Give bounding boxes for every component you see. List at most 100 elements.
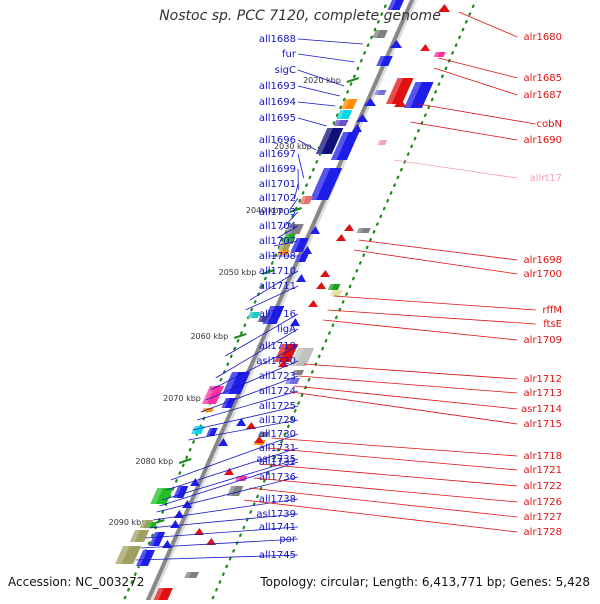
right-gene-connector (260, 464, 517, 486)
left-gene-connector (298, 154, 304, 178)
gene-block (377, 140, 387, 145)
left-gene-label: all1738 (259, 494, 296, 505)
kbp-tick-label: 2070 kbp (163, 394, 201, 403)
gene-arrow (296, 274, 306, 282)
right-gene-connector (323, 320, 517, 340)
left-gene-connector (210, 346, 298, 390)
left-gene-label: all1708 (259, 251, 296, 262)
gene-arrow (336, 234, 346, 241)
left-gene-label: ligA (277, 324, 296, 335)
right-gene-label: alr1721 (524, 465, 562, 476)
right-gene-connector (434, 68, 517, 95)
gene-block (334, 120, 349, 126)
gene-block (330, 290, 343, 296)
left-gene-label: all1699 (259, 164, 296, 175)
right-gene-label: alr1698 (524, 255, 562, 266)
left-gene-label: all1695 (259, 113, 296, 124)
gene-block (310, 168, 342, 200)
map-title: Nostoc sp. PCC 7120, complete genome (0, 8, 600, 24)
gene-block (434, 52, 446, 57)
left-gene-label: sigC (275, 65, 296, 76)
gene-arrow (316, 282, 326, 289)
right-gene-connector (334, 296, 536, 310)
kbp-tick-label: 2090 kbp (109, 518, 147, 527)
kbp-tick-label: 2020 kbp (303, 76, 341, 85)
gene-block (295, 254, 309, 262)
left-gene-label: all1702 (259, 193, 296, 204)
right-gene-label: alr1690 (524, 135, 562, 146)
right-strand-track (208, 0, 481, 600)
gene-block (328, 284, 341, 290)
right-gene-label: alr1722 (524, 481, 562, 492)
right-gene-label: alr1680 (524, 32, 562, 43)
right-gene-label: allrt17 (530, 173, 562, 184)
left-gene-connector (298, 118, 327, 126)
right-gene-connector (292, 392, 518, 424)
right-gene-label: alr1726 (524, 497, 562, 508)
kbp-tick (179, 459, 191, 463)
kbp-tick (234, 334, 246, 338)
gene-block (136, 550, 155, 566)
kbp-tick-label: 2060 kbp (190, 332, 228, 341)
left-gene-label: all1731 (259, 443, 296, 454)
left-gene-label: all1719 (259, 341, 296, 352)
left-gene-label: all1701 (259, 179, 296, 190)
left-gene-connector (298, 54, 355, 62)
gene-block (336, 110, 352, 119)
left-gene-label: all1688 (259, 34, 296, 45)
left-gene-label: all1697 (259, 149, 296, 160)
gene-arrow (170, 520, 180, 528)
accession-text: Accession: NC_003272 (8, 575, 144, 589)
kbp-tick (347, 78, 359, 82)
left-gene-connector (141, 539, 298, 548)
left-gene-label: all1703 (259, 207, 296, 218)
right-gene-label: alr1718 (524, 451, 562, 462)
right-gene-connector (304, 364, 517, 379)
left-gene-label: all1694 (259, 97, 296, 108)
right-gene-connector (267, 448, 517, 470)
kbp-tick-label: 2080 kbp (135, 457, 173, 466)
gene-block (149, 532, 165, 546)
gene-block (115, 546, 141, 564)
genome-summary-text: Topology: circular; Length: 6,413,771 bp… (260, 575, 590, 589)
right-gene-label: alr1709 (524, 335, 562, 346)
right-gene-label: alr1685 (524, 73, 562, 84)
left-gene-connector (298, 39, 363, 44)
left-gene-label: all1711 (259, 281, 296, 292)
gene-arrow (420, 44, 430, 51)
right-gene-connector (328, 310, 536, 324)
gene-block (130, 530, 149, 542)
left-gene-label: asl1720 (256, 356, 296, 367)
right-gene-label: cobN (537, 119, 562, 130)
right-gene-connector (394, 160, 518, 178)
gene-block (184, 572, 199, 578)
right-gene-label: alr1715 (524, 419, 562, 430)
gene-block (357, 228, 371, 233)
right-gene-label: alr1700 (524, 269, 562, 280)
gene-block (202, 408, 214, 412)
right-gene-connector (358, 240, 517, 260)
right-gene-connector (271, 438, 517, 456)
right-gene-connector (410, 122, 517, 140)
gene-arrow (344, 224, 354, 231)
kbp-tick-label: 2050 kbp (219, 268, 257, 277)
gene-arrow (308, 300, 318, 307)
right-gene-label: alr1712 (524, 374, 562, 385)
left-gene-label: all1723 (259, 371, 296, 382)
left-gene-label: all1724 (259, 386, 296, 397)
right-gene-label: alr1728 (524, 527, 562, 538)
right-gene-label: alr1713 (524, 388, 562, 399)
right-gene-connector (438, 58, 517, 78)
gene-arrow (320, 270, 330, 277)
left-gene-label: all1696 (259, 135, 296, 146)
left-gene-label: all1693 (259, 81, 296, 92)
right-gene-connector (354, 250, 517, 274)
right-gene-label: alr1687 (524, 90, 562, 101)
right-gene-label: asr1714 (521, 404, 562, 415)
gene-block (299, 196, 313, 204)
right-gene-connector (299, 376, 518, 393)
right-gene-label: ftsE (543, 319, 562, 330)
gene-block (376, 56, 392, 66)
